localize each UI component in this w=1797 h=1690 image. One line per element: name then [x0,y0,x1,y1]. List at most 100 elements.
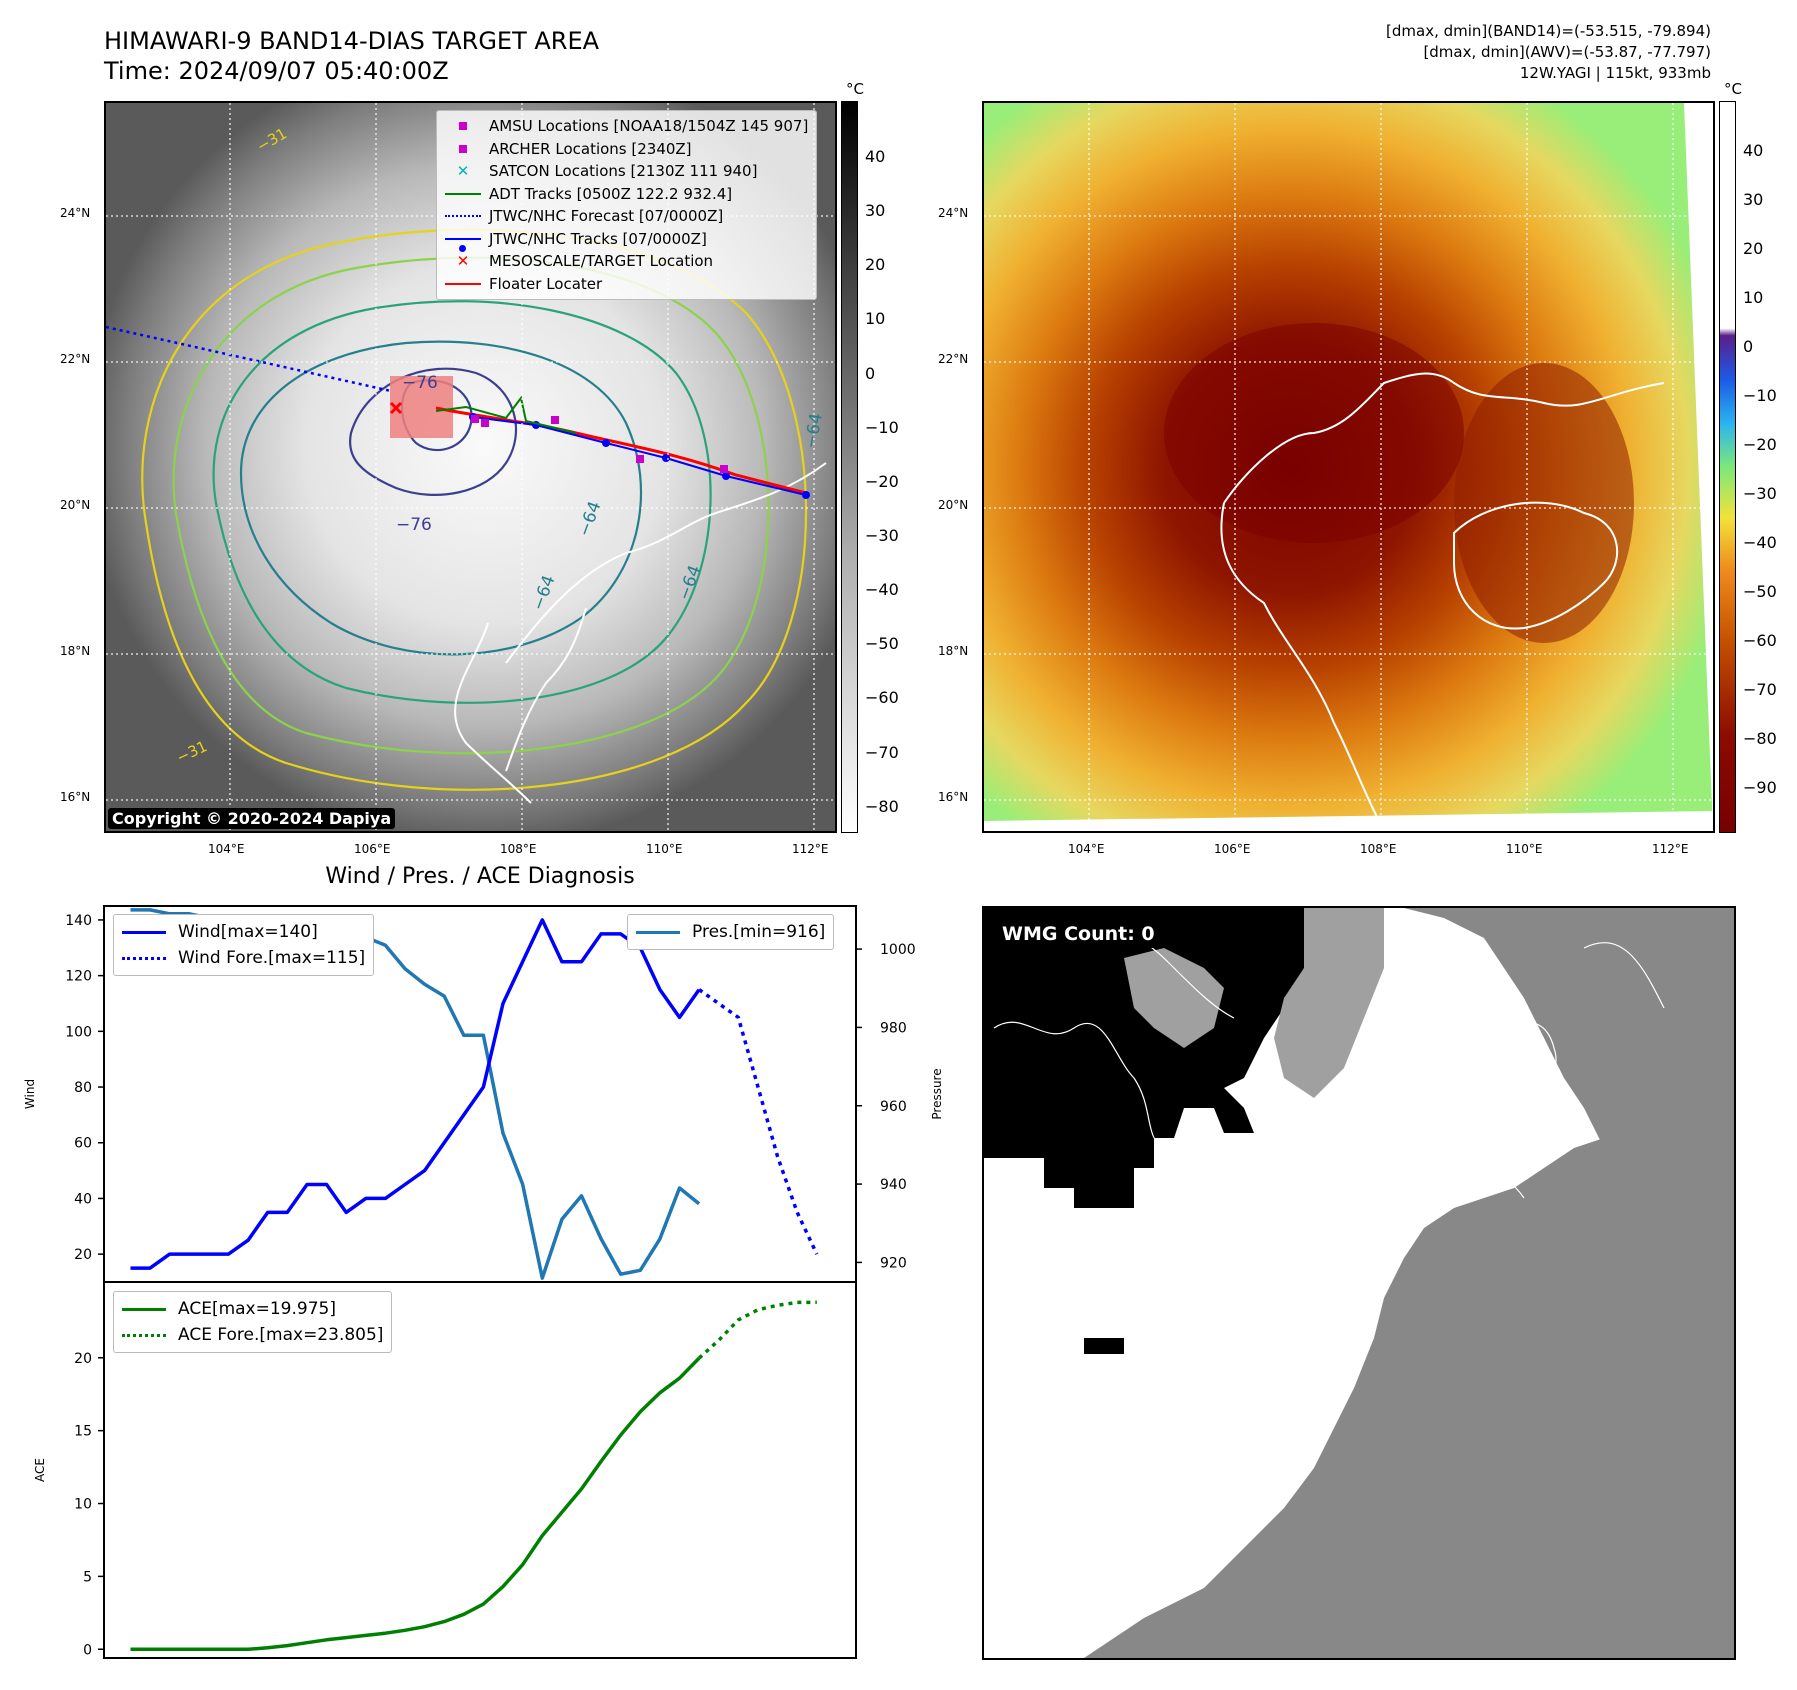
wmg-image [984,908,1734,1658]
wind-series-line [130,918,701,1270]
lon-label: 104°E [1068,842,1105,856]
lat-label: 22°N [60,352,91,366]
lat-label: 18°N [60,644,91,658]
awv-map-image [984,103,1713,831]
wind-tick-label: 80 [74,1080,92,1096]
legend-label: ACE Fore.[max=23.805] [178,1325,384,1345]
colorbar-tick: 40 [1743,141,1764,160]
legend-label: Wind[max=140] [178,922,318,942]
lat-label: 16°N [938,790,969,804]
legend-item-pressure: Pres.[min=916] [636,919,825,945]
x-marker-icon: ✕ [456,162,470,181]
diagnosis-title: Wind / Pres. / ACE Diagnosis [325,864,635,889]
figure-title-line1: HIMAWARI-9 BAND14-DIAS TARGET AREA [104,27,600,55]
legend-label: ARCHER Locations [2340Z] [489,139,692,158]
info-line2: [dmax, dmin](AWV)=(-53.87, -77.797) [1423,43,1711,61]
colorbar-tick: 10 [865,309,886,328]
pressure-tick-label: 960 [880,1099,907,1115]
colorbar-tick: −10 [865,418,899,437]
lat-label: 24°N [60,206,91,220]
contour-label: −76 [396,515,432,535]
ace-series-line [130,1356,701,1652]
colorbar-tick: 20 [1743,239,1764,258]
lon-label: 110°E [646,842,683,856]
legend-label: AMSU Locations [NOAA18/1504Z 145 907] [489,117,809,136]
lat-label: 22°N [938,352,969,366]
square-marker-icon [459,144,467,153]
colorbar-tick: 30 [1743,190,1764,209]
lon-label: 106°E [354,842,391,856]
solid-line-icon [122,1307,166,1311]
ace-tick-label: 15 [74,1424,92,1440]
pressure-legend: Pres.[min=916] [627,914,835,950]
wmg-panel: WMG Count: 0 [982,906,1736,1660]
ace-tick-label: 20 [74,1351,92,1367]
colorbar-tick: −50 [1743,582,1777,601]
legend-item-ace: ACE[max=19.975] [122,1296,383,1322]
legend-item-ace-forecast: ACE Fore.[max=23.805] [122,1322,383,1348]
legend-item-satcon: ✕ SATCON Locations [2130Z 111 940] [445,160,808,183]
legend-item-amsu: AMSU Locations [NOAA18/1504Z 145 907] [445,115,808,138]
solid-line-icon [636,930,680,934]
colorbar-tick: −70 [1743,680,1777,699]
lon-label: 108°E [500,842,537,856]
wind-tick-label: 40 [74,1191,92,1207]
colorbar-tick: −30 [865,526,899,545]
legend-label: ADT Tracks [0500Z 122.2 932.4] [489,184,733,203]
wind-tick-label: 120 [65,969,92,985]
colorbar-tick: 0 [1743,337,1754,356]
colorbar-tick: −40 [865,580,899,599]
lat-label: 24°N [938,206,969,220]
ace-legend: ACE[max=19.975] ACE Fore.[max=23.805] [113,1291,393,1353]
lon-label: 108°E [1360,842,1397,856]
pressure-axis-label: Pressure [930,1068,944,1119]
wind-tick-label: 60 [74,1136,92,1152]
solid-line-icon [122,930,166,934]
legend-label: JTWC/NHC Forecast [07/0000Z] [489,207,724,226]
lon-label: 106°E [1214,842,1251,856]
colorbar-unit: °C [1724,80,1742,98]
lat-label: 16°N [60,790,91,804]
legend-label: Wind Fore.[max=115] [178,948,366,968]
legend-item-jtwc-forecast: JTWC/NHC Forecast [07/0000Z] [445,205,808,228]
grayscale-colorbar [841,101,858,833]
colorbar-tick: 20 [865,255,886,274]
ace-forecast-series-line [697,1300,817,1360]
legend-item-jtwc-tracks: JTWC/NHC Tracks [07/0000Z] [445,228,808,252]
awv-colorbar [1719,101,1736,833]
legend-label: ACE[max=19.975] [178,1299,336,1319]
line-dot-marker-icon [445,237,481,240]
ace-axis-label: ACE [33,1458,47,1482]
pressure-tick-label: 940 [880,1177,907,1193]
colorbar-tick: 30 [865,201,886,220]
wind-axis-label: Wind [23,1079,37,1109]
colorbar-tick: −30 [1743,484,1777,503]
legend-item-wind-forecast: Wind Fore.[max=115] [122,945,365,971]
lon-label: 112°E [792,842,829,856]
lat-label: 18°N [938,644,969,658]
info-line3: 12W.YAGI | 115kt, 933mb [1519,64,1711,82]
colorbar-tick: −80 [1743,729,1777,748]
dotted-line-icon [122,1333,166,1337]
ace-tick-label: 10 [74,1497,92,1513]
colorbar-tick: −60 [1743,631,1777,650]
colorbar-tick: −50 [865,634,899,653]
colorbar-tick: −70 [865,743,899,762]
legend-label: Pres.[min=916] [692,922,826,942]
colorbar-tick: −10 [1743,386,1777,405]
ace-tick-label: 0 [83,1642,92,1658]
pressure-tick-label: 1000 [880,942,916,958]
lat-label: 20°N [60,498,91,512]
legend-item-wind: Wind[max=140] [122,919,365,945]
map-legend: AMSU Locations [NOAA18/1504Z 145 907] AR… [436,110,818,300]
lon-label: 104°E [208,842,245,856]
ir-map-panel: −76 −76 −64 −64 −64 −64 −31 −31 AMSU Loc… [104,101,837,833]
info-line1: [dmax, dmin](BAND14)=(-53.515, -79.894) [1386,22,1711,40]
figure-title-line2: Time: 2024/09/07 05:40:00Z [104,57,449,85]
x-marker-icon: ✕ [456,252,470,271]
legend-item-floater: Floater Locater [445,273,808,296]
colorbar-tick: −20 [1743,435,1777,454]
line-marker-icon [445,192,481,195]
legend-item-target: ✕ MESOSCALE/TARGET Location [445,250,808,273]
colorbar-tick: 10 [1743,288,1764,307]
